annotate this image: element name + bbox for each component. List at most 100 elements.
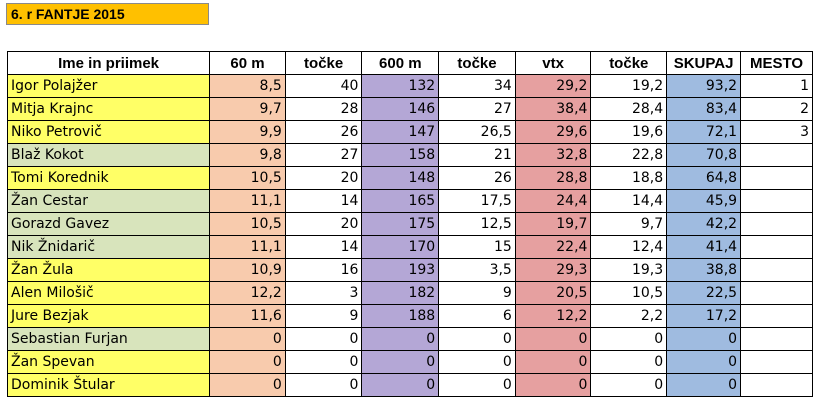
- header-points-vtx[interactable]: točke: [590, 51, 668, 75]
- cell-name[interactable]: Blaž Kokot: [6, 143, 211, 167]
- cell-points-60m[interactable]: 0: [284, 327, 363, 351]
- cell-600m[interactable]: 147: [361, 120, 440, 144]
- cell-60m[interactable]: 9,8: [209, 143, 286, 167]
- cell-points-60m[interactable]: 9: [284, 304, 363, 328]
- cell-points-600m[interactable]: 34: [438, 74, 516, 98]
- cell-total[interactable]: 22,5: [666, 281, 742, 305]
- cell-600m[interactable]: 170: [361, 235, 440, 259]
- cell-total[interactable]: 41,4: [666, 235, 742, 259]
- cell-vtx[interactable]: 24,4: [514, 189, 592, 213]
- cell-total[interactable]: 0: [666, 327, 742, 351]
- cell-name[interactable]: Alen Milošič: [6, 281, 211, 305]
- cell-points-vtx[interactable]: 12,4: [590, 235, 668, 259]
- cell-600m[interactable]: 175: [361, 212, 440, 236]
- cell-60m[interactable]: 10,5: [209, 166, 286, 190]
- cell-600m[interactable]: 132: [361, 74, 440, 98]
- cell-place[interactable]: 3: [740, 120, 813, 144]
- cell-points-vtx[interactable]: 2,2: [590, 304, 668, 328]
- cell-place[interactable]: [740, 350, 813, 374]
- cell-600m[interactable]: 193: [361, 258, 440, 282]
- cell-total[interactable]: 45,9: [666, 189, 742, 213]
- cell-points-vtx[interactable]: 19,3: [590, 258, 668, 282]
- cell-total[interactable]: 93,2: [666, 74, 742, 98]
- cell-place[interactable]: 2: [740, 97, 813, 121]
- cell-name[interactable]: Mitja Krajnc: [6, 97, 211, 121]
- cell-60m[interactable]: 0: [209, 327, 286, 351]
- cell-points-vtx[interactable]: 0: [590, 350, 668, 374]
- header-total[interactable]: SKUPAJ: [666, 51, 742, 75]
- cell-place[interactable]: [740, 189, 813, 213]
- cell-points-60m[interactable]: 14: [284, 235, 363, 259]
- cell-600m[interactable]: 165: [361, 189, 440, 213]
- cell-points-600m[interactable]: 3,5: [438, 258, 516, 282]
- cell-points-60m[interactable]: 3: [284, 281, 363, 305]
- cell-total[interactable]: 42,2: [666, 212, 742, 236]
- cell-points-60m[interactable]: 16: [284, 258, 363, 282]
- cell-points-vtx[interactable]: 22,8: [590, 143, 668, 167]
- cell-600m[interactable]: 182: [361, 281, 440, 305]
- cell-60m[interactable]: 11,6: [209, 304, 286, 328]
- cell-points-vtx[interactable]: 19,6: [590, 120, 668, 144]
- cell-vtx[interactable]: 38,4: [514, 97, 592, 121]
- cell-points-vtx[interactable]: 28,4: [590, 97, 668, 121]
- cell-total[interactable]: 17,2: [666, 304, 742, 328]
- cell-vtx[interactable]: 0: [514, 373, 592, 397]
- cell-points-60m[interactable]: 20: [284, 166, 363, 190]
- header-place[interactable]: MESTO: [740, 51, 813, 75]
- cell-total[interactable]: 64,8: [666, 166, 742, 190]
- cell-points-vtx[interactable]: 0: [590, 327, 668, 351]
- cell-name[interactable]: Igor Polajžer: [6, 74, 211, 98]
- cell-vtx[interactable]: 29,6: [514, 120, 592, 144]
- header-points-600m[interactable]: točke: [438, 51, 516, 75]
- cell-total[interactable]: 72,1: [666, 120, 742, 144]
- cell-600m[interactable]: 0: [361, 327, 440, 351]
- cell-vtx[interactable]: 29,2: [514, 74, 592, 98]
- cell-name[interactable]: Žan Žula: [6, 258, 211, 282]
- cell-vtx[interactable]: 19,7: [514, 212, 592, 236]
- cell-60m[interactable]: 8,5: [209, 74, 286, 98]
- cell-60m[interactable]: 11,1: [209, 189, 286, 213]
- cell-600m[interactable]: 0: [361, 373, 440, 397]
- cell-points-600m[interactable]: 0: [438, 350, 516, 374]
- cell-vtx[interactable]: 0: [514, 350, 592, 374]
- sheet-title[interactable]: 6. r FANTJE 2015: [6, 3, 209, 25]
- cell-vtx[interactable]: 29,3: [514, 258, 592, 282]
- header-60m[interactable]: 60 m: [209, 51, 286, 75]
- cell-60m[interactable]: 0: [209, 373, 286, 397]
- header-name[interactable]: Ime in priimek: [6, 51, 211, 75]
- cell-points-60m[interactable]: 0: [284, 350, 363, 374]
- cell-name[interactable]: Niko Petrovič: [6, 120, 211, 144]
- cell-points-vtx[interactable]: 18,8: [590, 166, 668, 190]
- cell-vtx[interactable]: 12,2: [514, 304, 592, 328]
- cell-600m[interactable]: 146: [361, 97, 440, 121]
- cell-total[interactable]: 0: [666, 350, 742, 374]
- cell-60m[interactable]: 12,2: [209, 281, 286, 305]
- cell-points-600m[interactable]: 0: [438, 327, 516, 351]
- cell-points-600m[interactable]: 26: [438, 166, 516, 190]
- cell-name[interactable]: Žan Cestar: [6, 189, 211, 213]
- cell-points-600m[interactable]: 0: [438, 373, 516, 397]
- cell-points-600m[interactable]: 6: [438, 304, 516, 328]
- cell-total[interactable]: 38,8: [666, 258, 742, 282]
- cell-points-vtx[interactable]: 14,4: [590, 189, 668, 213]
- cell-60m[interactable]: 0: [209, 350, 286, 374]
- cell-vtx[interactable]: 32,8: [514, 143, 592, 167]
- cell-name[interactable]: Žan Spevan: [6, 350, 211, 374]
- cell-60m[interactable]: 11,1: [209, 235, 286, 259]
- cell-points-600m[interactable]: 27: [438, 97, 516, 121]
- cell-600m[interactable]: 148: [361, 166, 440, 190]
- cell-name[interactable]: Tomi Korednik: [6, 166, 211, 190]
- cell-place[interactable]: [740, 373, 813, 397]
- cell-points-600m[interactable]: 26,5: [438, 120, 516, 144]
- cell-place[interactable]: [740, 304, 813, 328]
- cell-60m[interactable]: 9,7: [209, 97, 286, 121]
- cell-points-600m[interactable]: 17,5: [438, 189, 516, 213]
- cell-points-60m[interactable]: 26: [284, 120, 363, 144]
- cell-name[interactable]: Dominik Štular: [6, 373, 211, 397]
- cell-points-vtx[interactable]: 0: [590, 373, 668, 397]
- header-vtx[interactable]: vtx: [514, 51, 592, 75]
- cell-points-vtx[interactable]: 19,2: [590, 74, 668, 98]
- cell-points-60m[interactable]: 27: [284, 143, 363, 167]
- cell-points-60m[interactable]: 14: [284, 189, 363, 213]
- cell-points-60m[interactable]: 40: [284, 74, 363, 98]
